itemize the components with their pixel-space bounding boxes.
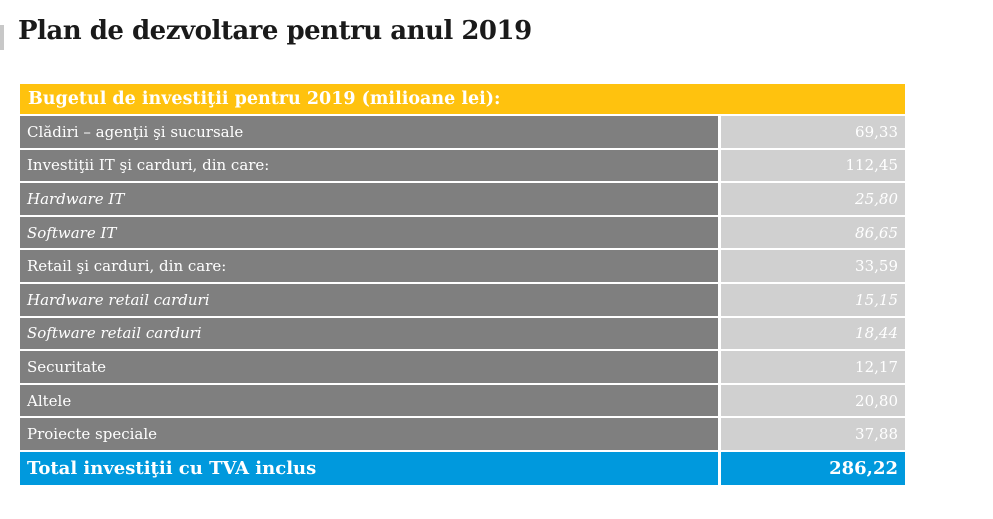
row-value: 18,44 [721, 317, 905, 350]
row-value: 33,59 [721, 250, 905, 282]
row-label: Investiţii IT şi carduri, din care: [20, 149, 718, 182]
table-row: Hardware IT 25,80 [20, 183, 905, 217]
row-label: Retail şi carduri, din care: [20, 250, 718, 282]
table-total-row: Total investiţii cu TVA inclus 286,22 [20, 451, 905, 485]
row-label: Altele [20, 384, 718, 417]
cell-divider [718, 317, 721, 350]
table-row: Proiecte speciale 37,88 [20, 418, 905, 452]
table-row: Securitate 12,17 [20, 351, 905, 385]
row-label: Software retail carduri [20, 317, 718, 350]
table-header: Bugetul de investiţii pentru 2019 (milio… [20, 84, 905, 116]
cell-divider [718, 351, 721, 383]
table-row: Retail şi carduri, din care: 33,59 [20, 250, 905, 284]
table-row: Investiţii IT şi carduri, din care: 112,4… [20, 149, 905, 184]
total-label: Total investiţii cu TVA inclus [27, 457, 317, 479]
row-value: 20,80 [721, 384, 905, 417]
row-value: 12,17 [721, 351, 905, 383]
table-body: Clădiri – agenţii şi sucursale 69,33 Inves… [20, 116, 905, 452]
cell-divider [718, 116, 721, 148]
investment-budget-table: Bugetul de investiţii pentru 2019 (milio… [20, 84, 905, 485]
table-row: Altele 20,80 [20, 384, 905, 419]
cell-divider [718, 451, 721, 485]
row-value: 37,88 [721, 418, 905, 450]
total-value: 286,22 [829, 457, 898, 479]
row-label: Securitate [20, 351, 718, 383]
row-label: Hardware retail carduri [20, 283, 718, 316]
row-label: Proiecte speciale [20, 418, 718, 450]
row-label: Hardware IT [20, 183, 718, 215]
row-value: 69,33 [721, 116, 905, 148]
row-value: 15,15 [721, 283, 905, 316]
cell-divider [718, 183, 721, 215]
cell-divider [718, 250, 721, 282]
table-row: Hardware retail carduri 15,15 [20, 283, 905, 318]
table-row: Clădiri – agenţii şi sucursale 69,33 [20, 116, 905, 150]
cell-divider [718, 283, 721, 316]
row-value: 112,45 [721, 149, 905, 182]
cell-divider [718, 384, 721, 417]
cell-divider [718, 149, 721, 182]
table-row: Software retail carduri 18,44 [20, 317, 905, 352]
row-label: Clădiri – agenţii şi sucursale [20, 116, 718, 148]
row-value: 86,65 [721, 216, 905, 249]
cell-divider [718, 216, 721, 249]
table-row: Software IT 86,65 [20, 216, 905, 251]
page-title: Plan de dezvoltare pentru anul 2019 [18, 16, 532, 46]
title-accent-bar [0, 25, 4, 50]
cell-divider [718, 418, 721, 450]
row-value: 25,80 [721, 183, 905, 215]
row-label: Software IT [20, 216, 718, 249]
